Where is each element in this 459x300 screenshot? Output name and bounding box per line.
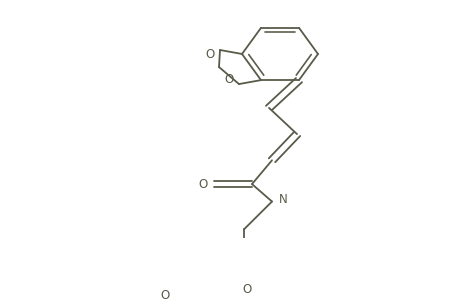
Text: O: O <box>205 48 214 61</box>
Text: O: O <box>160 289 170 300</box>
Text: N: N <box>279 193 287 206</box>
Text: O: O <box>224 73 234 86</box>
Text: O: O <box>198 178 207 190</box>
Text: O: O <box>241 283 251 296</box>
